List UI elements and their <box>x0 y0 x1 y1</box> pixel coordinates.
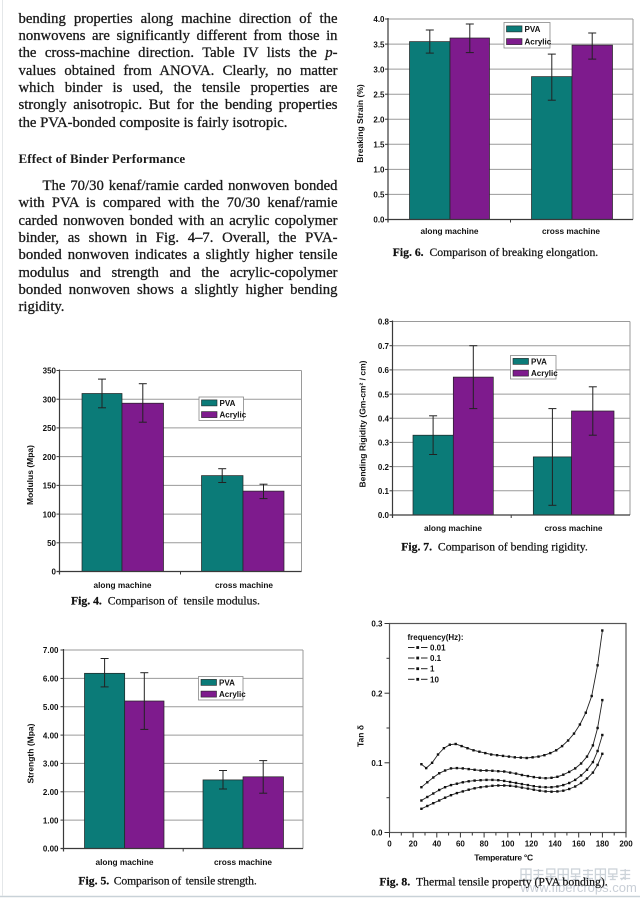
svg-text:0.1: 0.1 <box>378 487 390 496</box>
svg-text:4.00: 4.00 <box>43 731 59 740</box>
svg-text:Tan δ: Tan δ <box>356 725 366 747</box>
svg-text:40: 40 <box>432 840 441 849</box>
svg-text:along machine: along machine <box>424 523 482 533</box>
svg-text:0: 0 <box>52 568 57 577</box>
svg-text:Breaking Strain (%): Breaking Strain (%) <box>355 84 365 163</box>
svg-text:0.2: 0.2 <box>378 463 390 472</box>
svg-text:200: 200 <box>619 840 633 849</box>
svg-text:0.7: 0.7 <box>378 342 390 351</box>
svg-text:cross machine: cross machine <box>544 523 602 533</box>
svg-text:0.6: 0.6 <box>378 366 390 375</box>
svg-text:3.5: 3.5 <box>373 40 385 49</box>
svg-text:PVA: PVA <box>220 399 236 408</box>
svg-text:0.5: 0.5 <box>373 191 385 200</box>
svg-text:along machine: along machine <box>93 580 151 590</box>
svg-text:350: 350 <box>43 367 57 376</box>
svg-text:Fig. 7. Comparison of bending: Fig. 7. Comparison of bending rigidity. <box>401 541 588 554</box>
svg-text:Strength (Mpa): Strength (Mpa) <box>26 723 36 783</box>
svg-text:along machine: along machine <box>95 857 153 867</box>
svg-text:0: 0 <box>387 840 392 849</box>
svg-text:250: 250 <box>43 424 57 433</box>
svg-text:Modulus (Mpa): Modulus (Mpa) <box>25 445 35 505</box>
svg-text:www.fibercrops.com: www.fibercrops.com <box>520 880 637 895</box>
svg-text:Temperature °C: Temperature °C <box>474 853 533 863</box>
svg-text:cross machine: cross machine <box>214 857 272 867</box>
svg-text:6.00: 6.00 <box>43 675 59 684</box>
svg-text:0.8: 0.8 <box>378 318 390 327</box>
svg-text:PVA: PVA <box>531 357 547 366</box>
svg-text:150: 150 <box>43 482 57 491</box>
svg-text:5.00: 5.00 <box>43 703 59 712</box>
svg-text:frequency(Hz):: frequency(Hz): <box>408 633 464 642</box>
svg-text:20: 20 <box>409 840 418 849</box>
svg-text:0.0: 0.0 <box>378 511 390 520</box>
svg-text:0.3: 0.3 <box>371 620 383 629</box>
svg-text:1.0: 1.0 <box>373 166 385 175</box>
svg-text:Acrylic: Acrylic <box>525 38 552 47</box>
svg-text:PVA: PVA <box>525 25 541 34</box>
svg-text:180: 180 <box>596 840 610 849</box>
svg-text:1: 1 <box>430 665 435 674</box>
svg-text:0.5: 0.5 <box>378 390 390 399</box>
svg-text:200: 200 <box>43 453 57 462</box>
svg-text:0.1: 0.1 <box>430 654 442 663</box>
svg-text:Acrylic: Acrylic <box>531 369 558 378</box>
svg-text:80: 80 <box>480 840 489 849</box>
svg-text:3.00: 3.00 <box>43 760 59 769</box>
svg-text:PVA: PVA <box>219 678 235 687</box>
svg-text:Fig. 4. Comparison of tensil: Fig. 4. Comparison of tensile modulus. <box>71 595 260 608</box>
svg-text:Fig. 6. Comparison of breakin: Fig. 6. Comparison of breaking elongatio… <box>393 246 599 259</box>
svg-text:0.01: 0.01 <box>430 644 446 653</box>
svg-text:2.00: 2.00 <box>43 788 59 797</box>
svg-text:Fig. 8. Thermal tensile prope: Fig. 8. Thermal tensile property (PVA bo… <box>379 876 607 889</box>
svg-text:0.0: 0.0 <box>373 216 385 225</box>
svg-text:0.3: 0.3 <box>378 439 390 448</box>
svg-text:0.1: 0.1 <box>371 759 383 768</box>
svg-text:2.0: 2.0 <box>373 116 385 125</box>
svg-text:50: 50 <box>47 539 56 548</box>
svg-text:300: 300 <box>43 395 57 404</box>
svg-text:160: 160 <box>572 840 586 849</box>
svg-text:along machine: along machine <box>420 226 478 236</box>
svg-text:100: 100 <box>501 840 515 849</box>
svg-text:Fig. 5. Comparison of tensil: Fig. 5. Comparison of tensile strength. <box>78 875 256 888</box>
svg-text:2.5: 2.5 <box>373 90 385 99</box>
svg-text:0.4: 0.4 <box>378 414 390 423</box>
svg-text:3.0: 3.0 <box>373 65 385 74</box>
svg-text:0.0: 0.0 <box>371 829 383 838</box>
svg-text:1.00: 1.00 <box>43 816 59 825</box>
svg-text:Acrylic: Acrylic <box>220 411 247 420</box>
svg-text:0.00: 0.00 <box>43 845 59 854</box>
svg-text:7.00: 7.00 <box>43 646 59 655</box>
svg-text:Acrylic: Acrylic <box>219 690 246 699</box>
svg-text:0.2: 0.2 <box>371 689 383 698</box>
svg-text:60: 60 <box>456 840 465 849</box>
svg-text:100: 100 <box>43 510 57 519</box>
svg-text:1.5: 1.5 <box>373 141 385 150</box>
svg-text:Bending Rigidity (Gm-cm² / cm): Bending Rigidity (Gm-cm² / cm) <box>358 360 368 487</box>
svg-text:cross machine: cross machine <box>542 226 600 236</box>
svg-text:120: 120 <box>525 840 539 849</box>
svg-text:4.0: 4.0 <box>373 15 385 24</box>
svg-text:140: 140 <box>548 840 562 849</box>
svg-text:cross machine: cross machine <box>215 580 273 590</box>
svg-text:10: 10 <box>430 675 439 684</box>
